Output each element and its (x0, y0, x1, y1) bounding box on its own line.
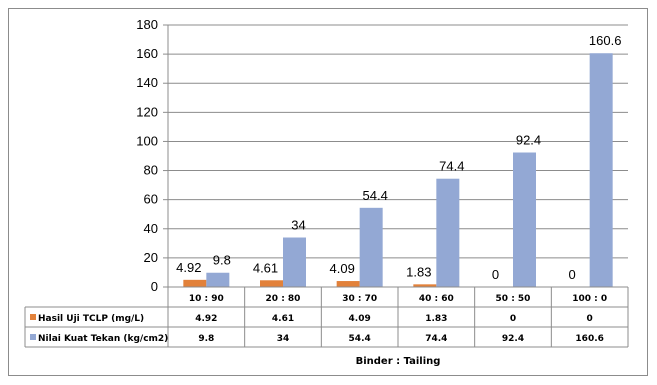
table-value: 9.8 (198, 334, 214, 344)
table-value: 4.92 (195, 314, 217, 324)
legend-swatch (30, 334, 36, 340)
data-label: 9.8 (213, 253, 231, 268)
x-category-label: 20 : 80 (266, 294, 301, 304)
x-axis-title: Binder : Tailing (356, 356, 441, 367)
legend-label: Hasil Uji TCLP (mg/L) (38, 314, 144, 324)
table-value: 92.4 (502, 334, 524, 344)
y-tick-label: 160 (136, 46, 158, 61)
x-category-label: 100 : 0 (572, 294, 607, 304)
table-value: 160.6 (575, 334, 603, 344)
data-label: 4.09 (330, 261, 355, 276)
data-label: 54.4 (363, 188, 388, 203)
y-tick-label: 120 (136, 104, 158, 119)
legend-swatch (30, 314, 36, 320)
bar-kuat-tekan (206, 272, 230, 287)
bar-tclp (260, 280, 283, 287)
data-label: 4.92 (176, 260, 201, 275)
table-value: 1.83 (425, 314, 447, 324)
x-category-label: 40 : 60 (419, 294, 454, 304)
bar-tclp (336, 281, 360, 287)
y-tick-label: 0 (151, 279, 158, 294)
data-label: 160.6 (589, 33, 622, 48)
x-category-label: 50 : 50 (496, 294, 531, 304)
bar-kuat-tekan (589, 53, 613, 287)
data-label: 1.83 (406, 264, 431, 279)
bar-kuat-tekan (513, 152, 536, 287)
table-value: 0 (587, 314, 593, 324)
bar-kuat-tekan (436, 178, 460, 287)
table-value: 34 (277, 334, 290, 344)
table-value: 4.09 (349, 314, 371, 324)
data-label: 0 (569, 267, 576, 282)
data-label: 4.61 (253, 260, 278, 275)
bar-kuat-tekan (283, 237, 306, 287)
x-category-label: 10 : 90 (189, 294, 224, 304)
chart-frame (8, 8, 648, 376)
x-category-label: 30 : 70 (342, 294, 377, 304)
y-tick-label: 140 (136, 75, 158, 90)
table-value: 4.61 (272, 314, 294, 324)
data-label: 92.4 (516, 133, 541, 148)
y-tick-label: 20 (144, 250, 158, 265)
y-tick-label: 180 (136, 17, 158, 32)
data-label: 0 (492, 267, 499, 282)
legend-label: Nilai Kuat Tekan (kg/cm2) (38, 334, 168, 344)
table-value: 54.4 (349, 334, 371, 344)
y-tick-label: 100 (136, 133, 158, 148)
table-value: 0 (510, 314, 516, 324)
y-tick-label: 60 (144, 192, 158, 207)
y-tick-label: 40 (144, 221, 158, 236)
bar-tclp (183, 279, 207, 287)
bar-kuat-tekan (359, 207, 383, 287)
table-value: 74.4 (425, 334, 447, 344)
y-tick-label: 80 (144, 163, 158, 178)
data-label: 34 (291, 218, 305, 233)
bar-tclp (413, 284, 437, 287)
data-label: 74.4 (439, 159, 464, 174)
